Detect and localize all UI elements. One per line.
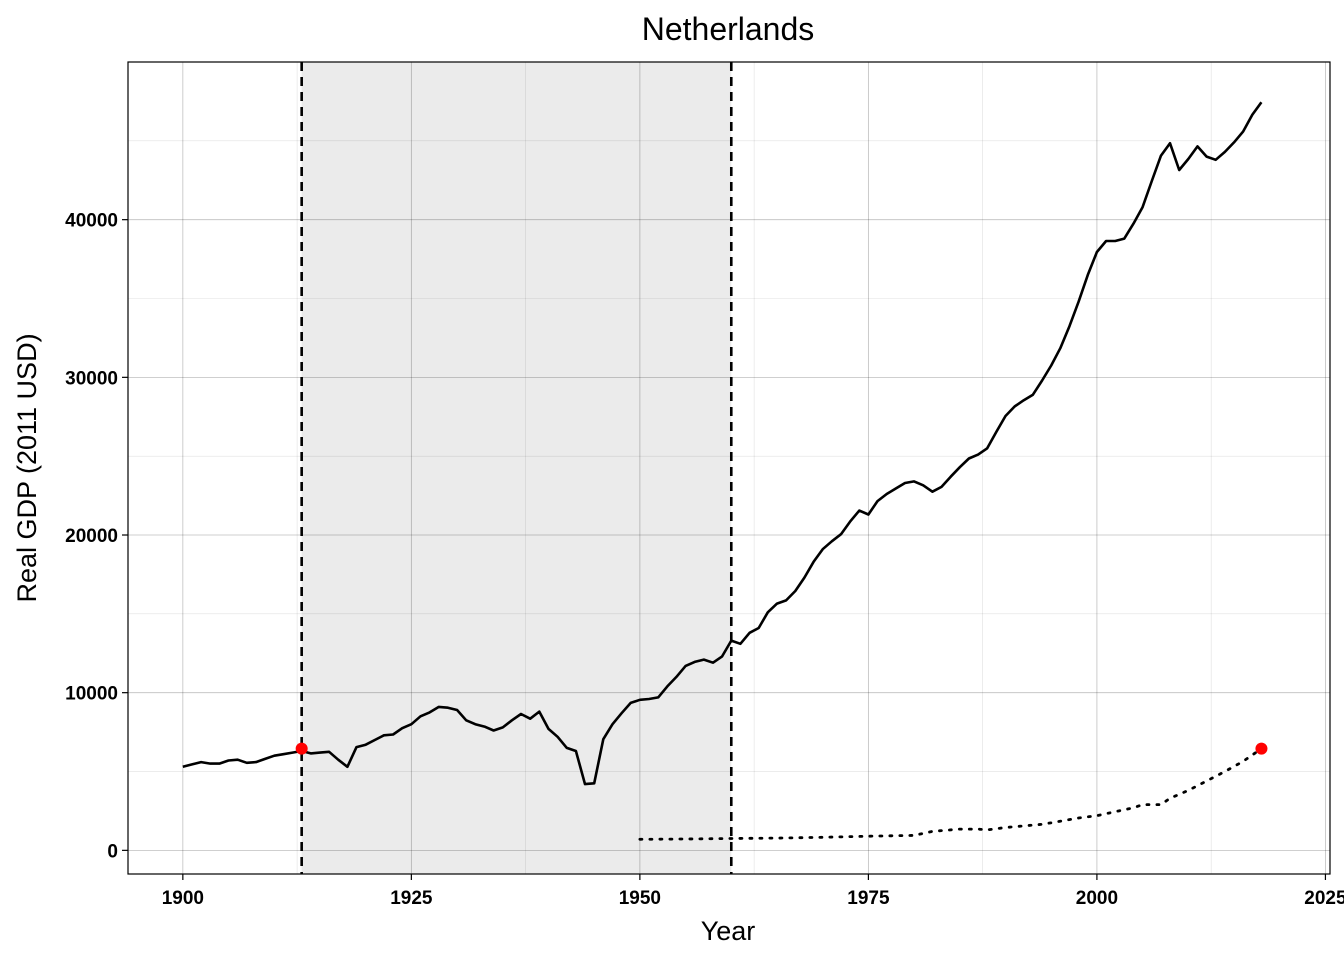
y-tick-label: 10000 [65, 684, 118, 705]
x-tick-label: 1900 [162, 888, 204, 909]
y-axis-title: Real GDP (2011 USD) [12, 333, 42, 602]
y-tick-label: 20000 [65, 526, 118, 547]
y-tick-label: 40000 [65, 211, 118, 232]
plot-border [127, 61, 1331, 875]
plot-area: 1900 1925 1950 1975 2000 2025 0 10000 20000 30000… [65, 61, 1344, 909]
x-tick-label: 1975 [847, 888, 890, 909]
series-line-solid [182, 101, 1263, 786]
x-tick-label: 2025 [1304, 888, 1344, 909]
x-tick-label: 1950 [619, 888, 661, 909]
y-tick-label: 0 [107, 841, 118, 862]
highlight-point [1255, 742, 1268, 755]
y-tick-label: 30000 [65, 368, 118, 389]
x-tick-label: 1925 [390, 888, 433, 909]
chart-title: Netherlands [642, 11, 815, 47]
shaded-period [301, 62, 732, 874]
x-axis-title: Year [701, 916, 756, 946]
x-tick-label: 2000 [1076, 888, 1118, 909]
highlight-point [295, 742, 308, 755]
